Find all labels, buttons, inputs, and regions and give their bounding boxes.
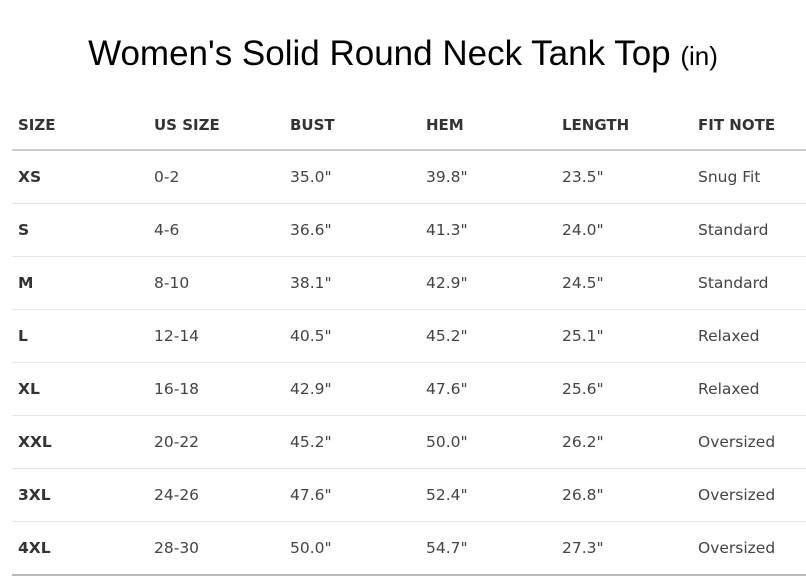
table-row: 3XL 24-26 47.6" 52.4" 26.8" Oversized [12, 468, 806, 522]
table-cell: 41.3" [420, 203, 556, 257]
table-cell: 52.4" [420, 468, 556, 522]
column-header: HEM [420, 100, 556, 151]
table-cell: L [12, 309, 148, 363]
column-header: BUST [284, 100, 420, 151]
table-cell: 25.6" [556, 362, 692, 416]
title-text: Women's Solid Round Neck Tank Top [88, 34, 671, 73]
table-cell: XS [12, 150, 148, 204]
table-cell: 45.2" [284, 415, 420, 469]
table-cell: 28-30 [148, 521, 284, 576]
table-cell: 47.6" [284, 468, 420, 522]
table-cell: Standard [692, 203, 806, 257]
table-cell: XXL [12, 415, 148, 469]
column-header: US SIZE [148, 100, 284, 151]
title-unit: (in) [680, 41, 718, 71]
table-cell: 3XL [12, 468, 148, 522]
table-cell: 38.1" [284, 256, 420, 310]
column-header: SIZE [12, 100, 148, 151]
table-cell: 16-18 [148, 362, 284, 416]
table-cell: M [12, 256, 148, 310]
table-row: XXL 20-22 45.2" 50.0" 26.2" Oversized [12, 415, 806, 469]
table-cell: Oversized [692, 415, 806, 469]
table-row: XS 0-2 35.0" 39.8" 23.5" Snug Fit [12, 150, 806, 204]
table-cell: 35.0" [284, 150, 420, 204]
table-cell: Oversized [692, 468, 806, 522]
table-cell: 25.1" [556, 309, 692, 363]
table-cell: 24.0" [556, 203, 692, 257]
table-cell: 36.6" [284, 203, 420, 257]
table-cell: 4XL [12, 521, 148, 576]
table-cell: 24.5" [556, 256, 692, 310]
table-cell: 12-14 [148, 309, 284, 363]
column-header: LENGTH [556, 100, 692, 151]
table-cell: 0-2 [148, 150, 284, 204]
table-cell: 45.2" [420, 309, 556, 363]
table-cell: Relaxed [692, 362, 806, 416]
table-cell: 8-10 [148, 256, 284, 310]
table-cell: 26.8" [556, 468, 692, 522]
table-cell: 27.3" [556, 521, 692, 576]
table-cell: 39.8" [420, 150, 556, 204]
table-cell: 24-26 [148, 468, 284, 522]
table-cell: 42.9" [420, 256, 556, 310]
table-cell: 20-22 [148, 415, 284, 469]
table-cell: 42.9" [284, 362, 420, 416]
table-row: S 4-6 36.6" 41.3" 24.0" Standard [12, 203, 806, 257]
header-row: SIZE US SIZE BUST HEM LENGTH FIT NOTE [12, 100, 806, 151]
column-header: FIT NOTE [692, 100, 806, 151]
table-row: M 8-10 38.1" 42.9" 24.5" Standard [12, 256, 806, 310]
table-cell: 26.2" [556, 415, 692, 469]
size-chart-table: SIZE US SIZE BUST HEM LENGTH FIT NOTE XS 0-2 35… [12, 100, 806, 576]
table-cell: XL [12, 362, 148, 416]
table-cell: 4-6 [148, 203, 284, 257]
table-cell: 23.5" [556, 150, 692, 204]
table-row: 4XL 28-30 50.0" 54.7" 27.3" Oversized [12, 521, 806, 576]
table-cell: 50.0" [284, 521, 420, 576]
table-cell: 47.6" [420, 362, 556, 416]
table-cell: 50.0" [420, 415, 556, 469]
table-cell: S [12, 203, 148, 257]
table-cell: Standard [692, 256, 806, 310]
table-row: L 12-14 40.5" 45.2" 25.1" Relaxed [12, 309, 806, 363]
table-cell: Snug Fit [692, 150, 806, 204]
table-cell: 40.5" [284, 309, 420, 363]
table-cell: Relaxed [692, 309, 806, 363]
page-title: Women's Solid Round Neck Tank Top (in) [0, 34, 806, 74]
table-cell: 54.7" [420, 521, 556, 576]
table-row: XL 16-18 42.9" 47.6" 25.6" Relaxed [12, 362, 806, 416]
table-cell: Oversized [692, 521, 806, 576]
